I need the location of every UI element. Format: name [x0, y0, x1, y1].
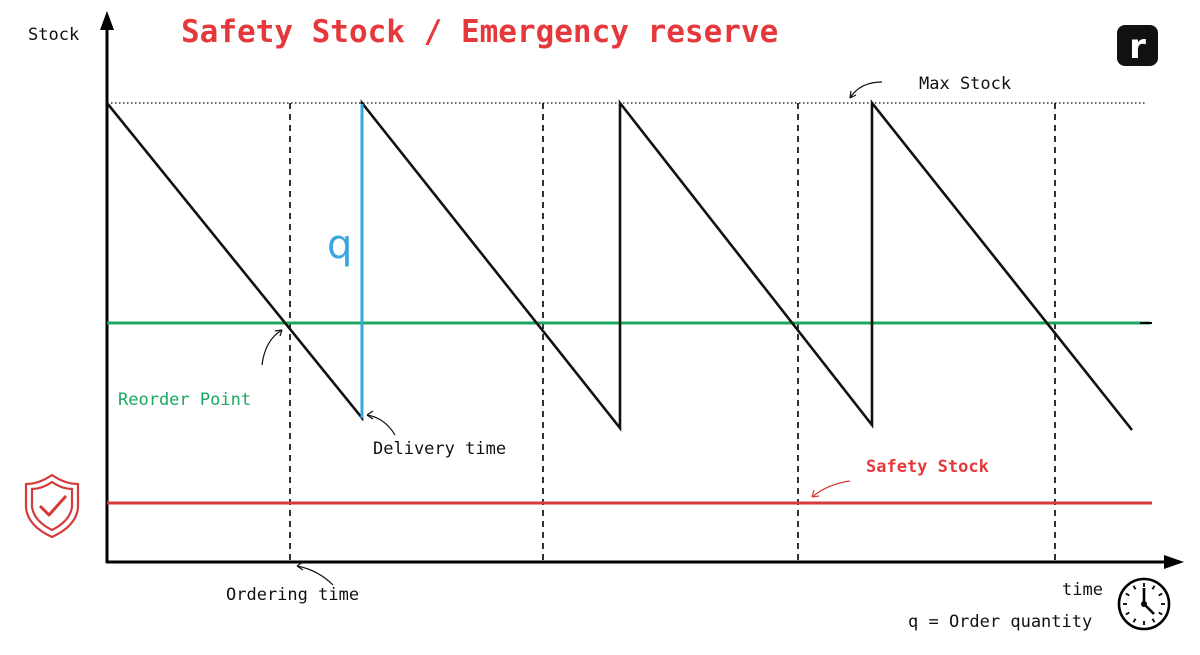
reorder-point-arrow — [261, 329, 283, 366]
shield-check-icon — [24, 473, 80, 539]
order-quantity-legend: q = Order quantity — [908, 612, 1092, 632]
delivery-time-label: Delivery time — [373, 439, 506, 459]
annotation-arrows — [261, 81, 883, 586]
x-axis-arrow — [1164, 555, 1184, 569]
safety-stock-arrow — [811, 480, 851, 498]
logo-letter: r — [1129, 27, 1146, 67]
diagram-title: Safety Stock / Emergency reserve — [181, 14, 778, 50]
clock-icon — [1117, 577, 1171, 631]
reorder-point-label: Reorder Point — [118, 390, 251, 410]
safety-stock-label: Safety Stock — [866, 457, 989, 477]
stock-level-line — [105, 99, 1134, 432]
max-stock-label: Max Stock — [919, 74, 1011, 94]
ordering-time-arrow — [296, 565, 334, 586]
max-stock-arrow — [849, 81, 883, 99]
q-label: q — [327, 222, 352, 268]
y-axis-arrow — [100, 11, 114, 30]
ordering-time-label: Ordering time — [226, 585, 359, 605]
y-axis-label: Stock — [28, 25, 79, 45]
delivery-time-arrow — [366, 414, 396, 436]
x-axis-label: time — [1062, 580, 1103, 600]
logo-r-icon: r — [1117, 25, 1158, 67]
